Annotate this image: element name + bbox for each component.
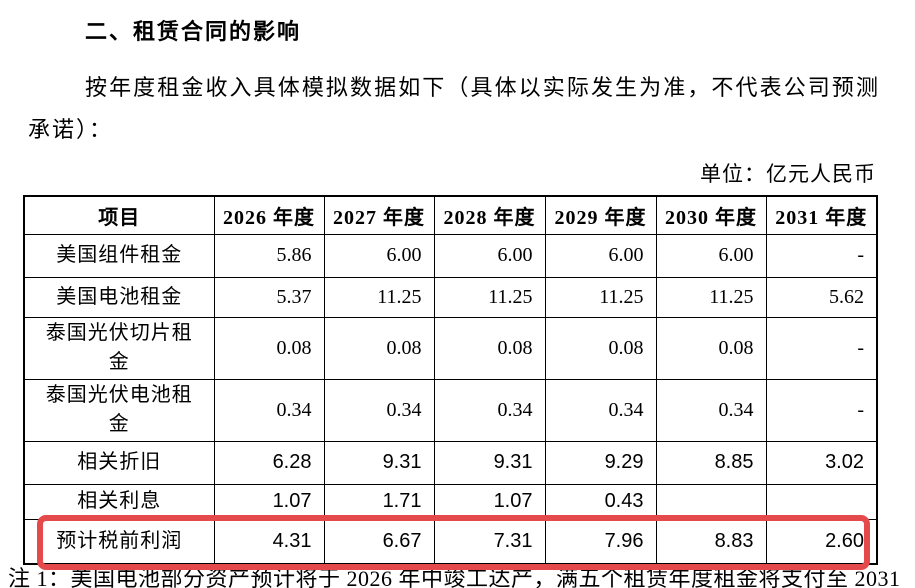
column-header-year: 2030 年度 [655,195,767,235]
footnote: 注 1：美国电池部分资产预计将于 2026 年中竣工达产，满五个租赁年度租金将支… [8,566,901,588]
value-cell: 11.25 [655,276,767,318]
column-header-item: 项目 [23,195,215,235]
row-label: 泰国光伏切片租金 [23,316,215,380]
table-row: 相关折旧 6.28 9.31 9.31 9.29 8.85 3.02 [23,440,878,485]
column-header-year: 2031 年度 [765,195,878,235]
value-cell: 0.34 [323,378,435,442]
value-cell: 4.31 [213,518,325,565]
value-cell: 0.34 [655,378,767,442]
value-cell: 0.34 [213,378,325,442]
row-label: 预计税前利润 [23,518,215,565]
table-row: 泰国光伏切片租金 0.08 0.08 0.08 0.08 0.08- [23,316,878,380]
table-row: 相关利息 1.07 1.71 1.07 0.43 [23,483,878,520]
value-cell: 11.25 [544,276,657,318]
column-header-year: 2027 年度 [323,195,435,235]
intro-paragraph: 按年度租金收入具体模拟数据如下（具体以实际发生为准，不代表公司预测承诺）： [28,75,880,142]
value-cell: 6.28 [213,440,325,485]
table-row: 美国电池租金 5.37 11.25 11.25 11.25 11.25 5.62 [23,276,878,318]
column-header-year: 2026 年度 [213,195,325,235]
unit-label: 单位：亿元人民币 [700,162,876,186]
value-cell: 6.00 [655,233,767,278]
value-cell: 6.67 [323,518,435,565]
value-cell: 0.34 [544,378,657,442]
value-cell: 9.31 [433,440,546,485]
section-title: 二、租赁合同的影响 [85,19,302,44]
value-cell: 5.62 [765,276,878,318]
value-cell: 1.07 [213,483,325,520]
value-cell [655,483,767,520]
table-row-highlighted: 预计税前利润 4.31 6.67 7.31 7.96 8.83 2.60 [23,518,878,565]
table-row: 美国组件租金 5.86 6.00 6.00 6.00 6.00- [23,233,878,278]
value-cell: 5.86 [213,233,325,278]
column-header-year: 2029 年度 [544,195,657,235]
value-cell: 1.71 [323,483,435,520]
value-cell: 0.08 [323,316,435,380]
value-cell: 0.08 [433,316,546,380]
table-header-row: 项目 2026 年度 2027 年度 2028 年度 2029 年度 2030 年度 203… [23,195,878,235]
row-label: 相关折旧 [23,440,215,485]
value-cell: 9.29 [544,440,657,485]
value-cell: 1.07 [433,483,546,520]
lease-impact-table: 项目 2026 年度 2027 年度 2028 年度 2029 年度 2030 年度 203… [23,195,878,565]
table-body: 美国组件租金 5.86 6.00 6.00 6.00 6.00- 美国电池租金 5.37 11.… [23,233,878,565]
value-cell: 8.83 [655,518,767,565]
column-header-year: 2028 年度 [433,195,546,235]
row-label: 美国组件租金 [23,233,215,278]
table-row: 泰国光伏电池租金 0.34 0.34 0.34 0.34 0.34- [23,378,878,442]
value-cell: 6.00 [433,233,546,278]
value-cell: 0.43 [544,483,657,520]
row-label: 相关利息 [23,483,215,520]
value-cell: 7.96 [544,518,657,565]
value-cell: 0.34 [433,378,546,442]
value-cell: - [765,316,878,380]
value-cell: 2.60 [765,518,878,565]
row-label: 美国电池租金 [23,276,215,318]
value-cell: 9.31 [323,440,435,485]
value-cell: 0.08 [655,316,767,380]
value-cell: 11.25 [323,276,435,318]
row-label: 泰国光伏电池租金 [23,378,215,442]
value-cell [765,483,878,520]
value-cell: 5.37 [213,276,325,318]
value-cell: 11.25 [433,276,546,318]
value-cell: - [765,378,878,442]
value-cell: 8.85 [655,440,767,485]
value-cell: - [765,233,878,278]
value-cell: 0.08 [544,316,657,380]
value-cell: 7.31 [433,518,546,565]
value-cell: 6.00 [544,233,657,278]
value-cell: 0.08 [213,316,325,380]
value-cell: 3.02 [765,440,878,485]
value-cell: 6.00 [323,233,435,278]
